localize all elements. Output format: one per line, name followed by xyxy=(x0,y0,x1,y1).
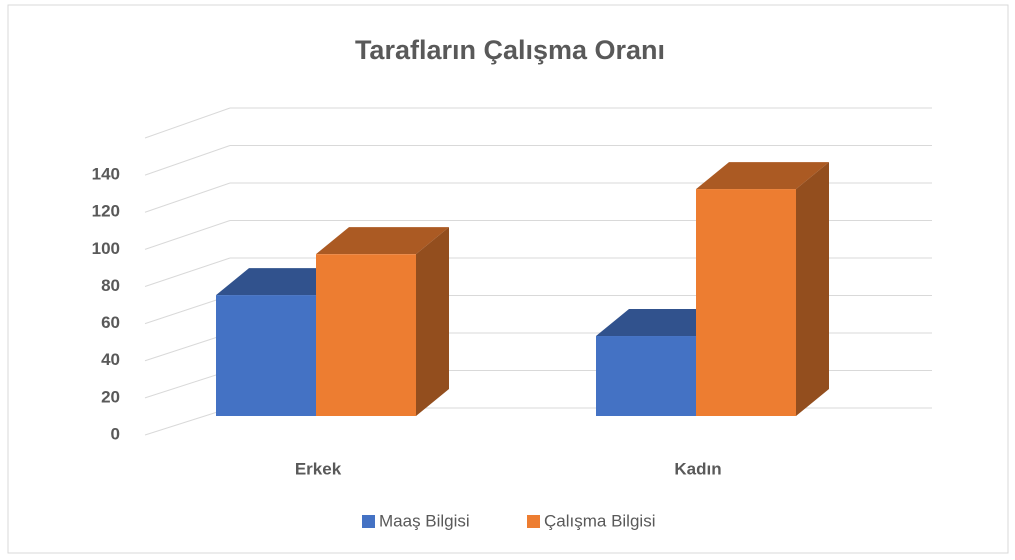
bar-top xyxy=(216,268,349,296)
legend-label: Maaş Bilgisi xyxy=(379,511,470,530)
bar-top xyxy=(696,162,829,190)
chart-border xyxy=(7,4,1009,554)
x-tick-label: Kadın xyxy=(674,459,721,478)
grid-line xyxy=(144,220,231,250)
bar-top xyxy=(316,227,449,255)
grid-line xyxy=(144,295,231,325)
bar xyxy=(216,295,316,416)
grid-line xyxy=(144,407,231,436)
legend-swatch xyxy=(527,515,540,528)
bar-side xyxy=(416,227,449,416)
chart-title: Tarafların Çalışma Oranı xyxy=(355,35,665,65)
grid-line xyxy=(144,182,231,213)
y-tick-label: 0 xyxy=(111,424,120,443)
x-tick-label: Erkek xyxy=(295,459,342,478)
grid-line xyxy=(144,370,231,399)
legend-swatch xyxy=(362,515,375,528)
bar-side xyxy=(796,162,829,416)
y-tick-label: 120 xyxy=(92,202,120,221)
bar xyxy=(696,189,796,416)
bar-top xyxy=(596,309,729,337)
grid-line xyxy=(144,332,231,362)
bar xyxy=(596,336,696,416)
y-tick-label: 80 xyxy=(101,276,120,295)
y-tick-label: 20 xyxy=(101,387,120,406)
y-tick-label: 60 xyxy=(101,313,120,332)
y-tick-label: 100 xyxy=(92,239,120,258)
grid-line xyxy=(144,145,231,176)
grid-line xyxy=(144,257,231,287)
bar xyxy=(316,254,416,416)
grid-line xyxy=(144,107,231,139)
y-tick-label: 140 xyxy=(92,165,120,184)
legend-label: Çalışma Bilgisi xyxy=(544,511,655,530)
y-tick-label: 40 xyxy=(101,350,120,369)
